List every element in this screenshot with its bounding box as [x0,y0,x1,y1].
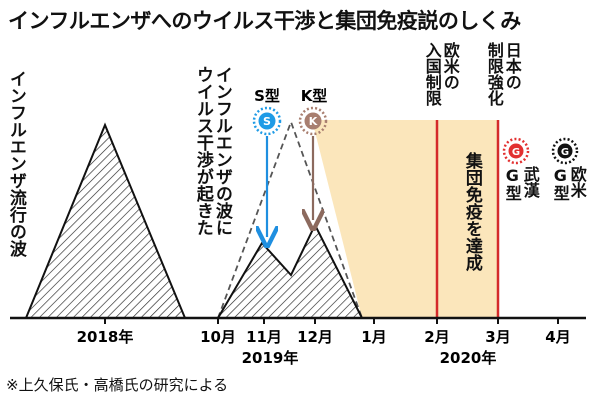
month-label-2018: 2018年 [77,328,134,346]
eu-g-virus-icon: G [551,137,579,165]
s-type-label: S型 [254,87,280,105]
interference-label-line1: インフルエンザの波に [211,66,232,236]
eu-us-restriction-label-line2: 入国制限 [422,42,442,106]
source-footnote: ※上久保氏・高橋氏の研究による [6,376,229,394]
k-type-virus-icon: K [298,106,328,136]
month-label-mar: 3月 [485,328,510,346]
flu-wave-label: インフルエンザ流行の波 [5,70,26,257]
wuhan-g-label-line1: 武漢 [520,166,540,198]
month-label-nov: 11月 [246,328,282,346]
diagram-title: インフルエンザへのウイルス干渉と集団免疫説のしくみ [8,9,521,33]
month-label-jan: 1月 [361,328,386,346]
eu-us-restriction-label-line1: 欧米の [440,42,460,90]
wuhan-g-virus-icon: G [502,137,530,165]
month-label-feb: 2月 [424,328,449,346]
eu-g-label-line2: G型 [550,166,570,201]
herd-immunity-label: 集団免疫を達成 [461,152,482,271]
s-badge-letter: S [263,115,271,128]
month-label-oct: 10月 [200,328,236,346]
herd-immunity-area [312,120,498,318]
k-badge-letter: K [309,115,318,128]
k-type-label: K型 [301,87,328,105]
wuhan-badge-letter: G [512,147,520,158]
japan-restriction-label-line2: 制限強化 [484,42,504,106]
s-type-virus-icon: S [252,106,282,136]
month-label-dec: 12月 [297,328,333,346]
interference-label-line2: ウイルス干渉が起きた [192,66,213,236]
flu-wave-2018 [24,122,187,319]
year-label-2020: 2020年 [440,349,497,367]
eu-g-label-line1: 欧米 [567,166,587,198]
wuhan-g-label-line2: G型 [502,166,522,201]
month-label-apr: 4月 [545,328,570,346]
japan-restriction-label-line1: 日本の [502,42,522,90]
eu-badge-letter: G [561,147,569,158]
year-label-2019: 2019年 [242,349,299,367]
interfered-wave-2019 [216,222,364,319]
